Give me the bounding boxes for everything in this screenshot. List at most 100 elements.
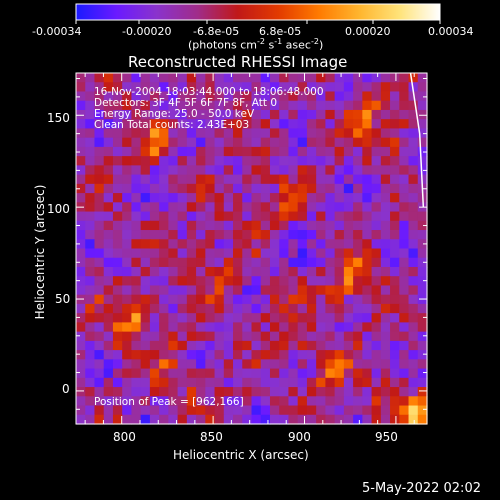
heatmap-cell: [112, 128, 123, 139]
heatmap-cell: [205, 119, 216, 130]
heatmap-cell: [408, 230, 419, 240]
heatmap-cell: [325, 211, 336, 222]
y-tick-label-100: 100: [47, 202, 70, 216]
heatmap-cell: [390, 82, 400, 93]
heatmap-cell: [362, 73, 373, 83]
heatmap-cell: [112, 359, 123, 370]
heatmap-cell: [288, 146, 299, 157]
heatmap-cell: [205, 82, 216, 93]
heatmap-cell: [149, 146, 160, 157]
heatmap-cell: [159, 91, 169, 102]
heatmap-cell: [177, 230, 188, 240]
heatmap-cell: [279, 174, 290, 185]
heatmap-cell: [390, 193, 400, 203]
heatmap-cell: [417, 396, 428, 407]
heatmap-cell: [260, 322, 271, 333]
heatmap-cell: [168, 340, 179, 351]
heatmap-cell: [103, 322, 114, 333]
heatmap-cell: [233, 276, 243, 287]
heatmap-cell: [297, 294, 308, 305]
heatmap-cell: [85, 183, 96, 194]
heatmap-cell: [103, 387, 114, 397]
heatmap-cell: [362, 109, 373, 120]
heatmap-cell: [205, 91, 216, 102]
heatmap-cell: [149, 119, 160, 130]
heatmap-cell: [122, 396, 133, 407]
heatmap-cell: [371, 377, 382, 388]
heatmap-cell: [94, 276, 105, 287]
heatmap-cell: [297, 91, 308, 102]
heatmap-cell: [269, 405, 280, 416]
heatmap-cell: [399, 248, 410, 259]
heatmap-cell: [131, 73, 142, 83]
heatmap-cell: [223, 137, 234, 148]
heatmap-cell: [122, 183, 133, 194]
heatmap-cell: [223, 294, 234, 305]
x-tick-label-900: 900: [288, 430, 311, 444]
heatmap-cell: [242, 100, 253, 111]
heatmap-cell: [288, 248, 299, 259]
heatmap-cell: [94, 377, 105, 388]
heatmap-cell: [103, 405, 114, 416]
heatmap-cell: [196, 276, 206, 287]
heatmap-cell: [343, 220, 354, 231]
heatmap-cell: [131, 100, 142, 111]
heatmap-cell: [205, 396, 216, 407]
heatmap-cell: [288, 266, 299, 277]
heatmap-cell: [390, 211, 400, 222]
heatmap-cell: [242, 211, 253, 222]
heatmap-cell: [223, 248, 234, 259]
heatmap-cell: [362, 331, 373, 342]
heatmap-cell: [186, 119, 197, 130]
heatmap-cell: [233, 220, 243, 231]
heatmap-cell: [251, 220, 262, 231]
heatmap-cell: [242, 257, 253, 268]
heatmap-cell: [140, 165, 151, 176]
heatmap-cell: [334, 350, 345, 360]
heatmap-cell: [362, 313, 373, 323]
heatmap-cell: [269, 211, 280, 222]
heatmap-cell: [269, 313, 280, 323]
heatmap-cell: [103, 257, 114, 268]
heatmap-cell: [103, 368, 114, 379]
heatmap-cell: [269, 137, 280, 148]
heatmap-cell: [94, 350, 105, 360]
heatmap-cell: [186, 266, 197, 277]
heatmap-cell: [269, 331, 280, 342]
heatmap-cell: [279, 266, 290, 277]
heatmap-cell: [159, 137, 169, 148]
heatmap-cell: [112, 146, 123, 157]
heatmap-cell: [112, 396, 123, 407]
heatmap-cell: [149, 109, 160, 120]
heatmap-cell: [251, 405, 262, 416]
heatmap-cell: [177, 387, 188, 397]
heatmap-cell: [325, 193, 336, 203]
heatmap-cell: [417, 377, 428, 388]
heatmap-cell: [112, 303, 123, 314]
heatmap-cell: [196, 146, 206, 157]
heatmap-cell: [279, 91, 290, 102]
heatmap-cell: [85, 322, 96, 333]
heatmap-cell: [288, 368, 299, 379]
heatmap-cell: [159, 82, 169, 93]
heatmap-cell: [112, 387, 123, 397]
heatmap-cell: [94, 322, 105, 333]
heatmap-cell: [131, 414, 142, 425]
heatmap-cell: [186, 183, 197, 194]
heatmap-cell: [334, 100, 345, 111]
heatmap-cell: [408, 322, 419, 333]
heatmap-cell: [306, 276, 317, 287]
heatmap-cell: [408, 313, 419, 323]
heatmap-cell: [343, 405, 354, 416]
heatmap-cell: [177, 340, 188, 351]
heatmap-cell: [186, 359, 197, 370]
heatmap-cell: [242, 128, 253, 139]
heatmap-cell: [297, 146, 308, 157]
heatmap-cell: [334, 82, 345, 93]
heatmap-cell: [242, 350, 253, 360]
heatmap-cell: [399, 405, 410, 416]
heatmap-cell: [353, 285, 363, 296]
heatmap-cell: [223, 230, 234, 240]
heatmap-cell: [94, 137, 105, 148]
heatmap-cell: [168, 350, 179, 360]
